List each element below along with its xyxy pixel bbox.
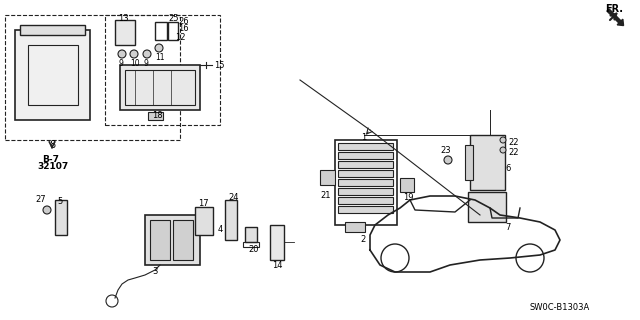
Text: FR.: FR.: [605, 4, 623, 14]
Text: 10: 10: [130, 59, 140, 68]
Bar: [148, 112, 163, 120]
Bar: [168, 22, 178, 40]
Text: 9: 9: [118, 59, 123, 68]
Circle shape: [118, 50, 126, 58]
Circle shape: [43, 206, 51, 214]
Bar: [5, 15, 180, 140]
Text: 22: 22: [508, 148, 518, 156]
Text: 24: 24: [228, 194, 239, 203]
Text: 26: 26: [178, 17, 189, 26]
Text: 18: 18: [152, 110, 163, 119]
Bar: [338, 188, 393, 195]
Text: 1: 1: [362, 132, 367, 141]
Bar: [55, 200, 67, 235]
Bar: [400, 178, 414, 192]
Bar: [345, 222, 365, 232]
Bar: [320, 170, 335, 185]
Bar: [338, 206, 393, 213]
Text: 2: 2: [360, 236, 365, 244]
Bar: [120, 65, 200, 110]
Bar: [125, 70, 195, 105]
Bar: [20, 25, 85, 35]
Text: B-7: B-7: [42, 155, 59, 164]
Bar: [195, 207, 213, 235]
Bar: [150, 220, 170, 260]
Bar: [470, 135, 505, 190]
Bar: [28, 45, 78, 105]
Text: 5: 5: [58, 197, 63, 206]
FancyArrow shape: [607, 9, 623, 26]
Bar: [468, 192, 506, 222]
Text: 6: 6: [505, 164, 510, 172]
Text: 20: 20: [248, 245, 259, 254]
Bar: [243, 242, 259, 247]
Text: 22: 22: [508, 138, 518, 147]
Text: 15: 15: [214, 60, 225, 69]
Bar: [338, 170, 393, 177]
Circle shape: [130, 50, 138, 58]
Bar: [115, 20, 135, 45]
Bar: [155, 22, 167, 40]
Text: 21: 21: [320, 190, 330, 199]
Bar: [338, 161, 393, 168]
Text: 11: 11: [155, 52, 164, 61]
Bar: [15, 30, 90, 120]
Text: 12: 12: [175, 33, 186, 42]
Bar: [338, 143, 393, 150]
Circle shape: [143, 50, 151, 58]
Bar: [145, 215, 200, 265]
Text: 17: 17: [198, 199, 209, 209]
Circle shape: [444, 156, 452, 164]
Text: 3: 3: [152, 268, 157, 276]
Text: 16: 16: [178, 23, 189, 33]
Bar: [105, 15, 220, 125]
Text: 19: 19: [403, 194, 413, 203]
Bar: [225, 200, 237, 240]
Text: 9: 9: [143, 59, 148, 68]
Circle shape: [500, 137, 506, 143]
Bar: [270, 225, 284, 260]
Bar: [465, 145, 473, 180]
Circle shape: [155, 44, 163, 52]
Bar: [338, 152, 393, 159]
Bar: [245, 227, 257, 242]
Bar: [338, 197, 393, 204]
Text: 13: 13: [118, 13, 129, 22]
Text: 8: 8: [49, 140, 55, 150]
Text: 14: 14: [272, 260, 282, 269]
Text: 4: 4: [218, 226, 223, 235]
Text: SW0C-B1303A: SW0C-B1303A: [530, 303, 590, 313]
Circle shape: [500, 147, 506, 153]
Text: 32107: 32107: [37, 162, 68, 171]
Bar: [338, 179, 393, 186]
Text: 7: 7: [505, 222, 510, 231]
Text: 25: 25: [168, 13, 179, 22]
Text: 23: 23: [440, 146, 451, 155]
Text: 27: 27: [35, 196, 45, 204]
Bar: [173, 220, 193, 260]
Bar: [335, 140, 397, 225]
